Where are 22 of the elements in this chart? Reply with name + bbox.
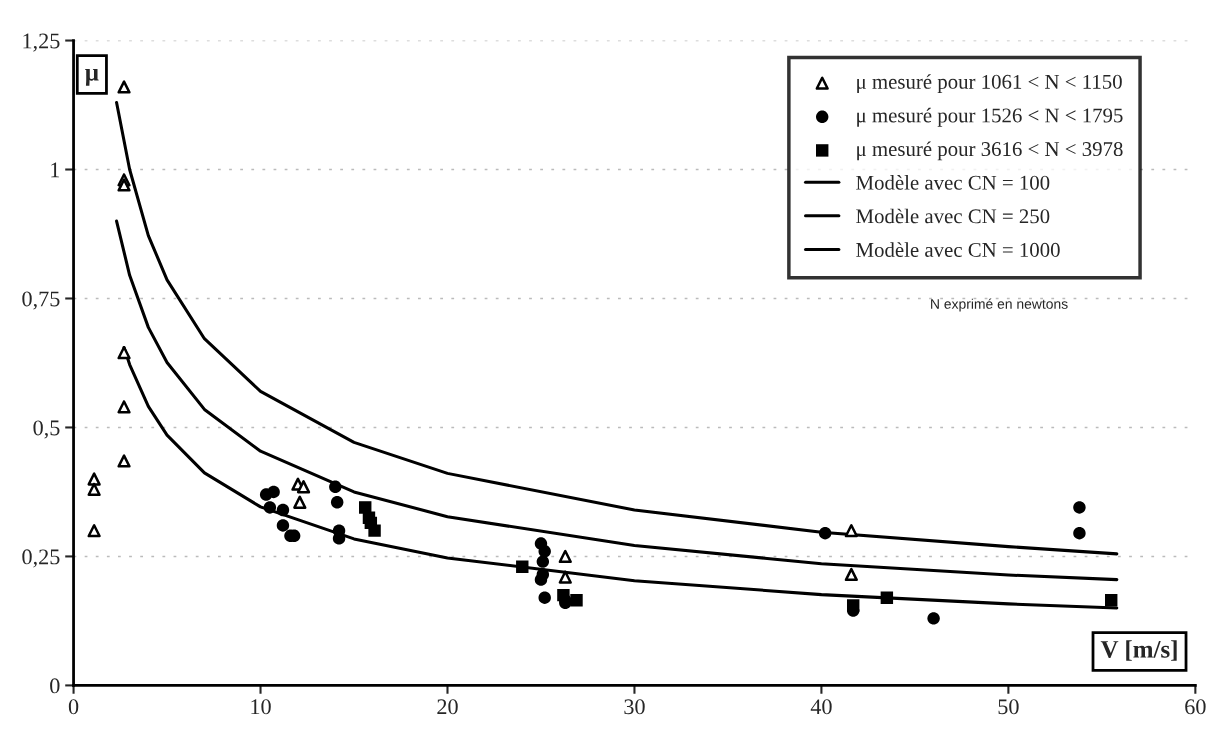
x-tick-label: 20	[437, 699, 458, 715]
legend-label: Modèle avec CN = 1000	[856, 242, 1060, 257]
y-tick-label: 0,75	[22, 291, 60, 310]
x-tick-label: 40	[810, 699, 832, 715]
x-tick-label: 30	[624, 699, 645, 715]
y-tick-label: 1,25	[23, 33, 60, 52]
x-axis-title: V [m/s]	[1100, 640, 1177, 661]
legend-label: μ mesuré pour 1061 < N < 1150	[857, 74, 1122, 94]
y-tick-label: 0,25	[22, 549, 60, 568]
legend-label: Modèle avec CN = 250	[856, 208, 1050, 224]
x-tick-label: 50	[998, 699, 1019, 715]
annotation: N exprimé en newtons	[931, 298, 1068, 312]
x-tick-label: 0	[68, 699, 79, 715]
legend-label: Modèle avec CN = 100	[856, 175, 1050, 190]
x-tick-label: 10	[251, 699, 271, 715]
legend-label: μ mesuré pour 1526 < N < 1795	[857, 107, 1123, 127]
y-tick-label: 1	[51, 162, 60, 178]
y-tick-label: 0	[50, 678, 60, 694]
y-tick-label: 0,5	[33, 420, 60, 439]
legend-label: μ mesuré pour 3616 < N < 3978	[857, 141, 1123, 161]
x-tick-label: 60	[1185, 699, 1206, 715]
y-axis-title: μ	[85, 68, 99, 86]
